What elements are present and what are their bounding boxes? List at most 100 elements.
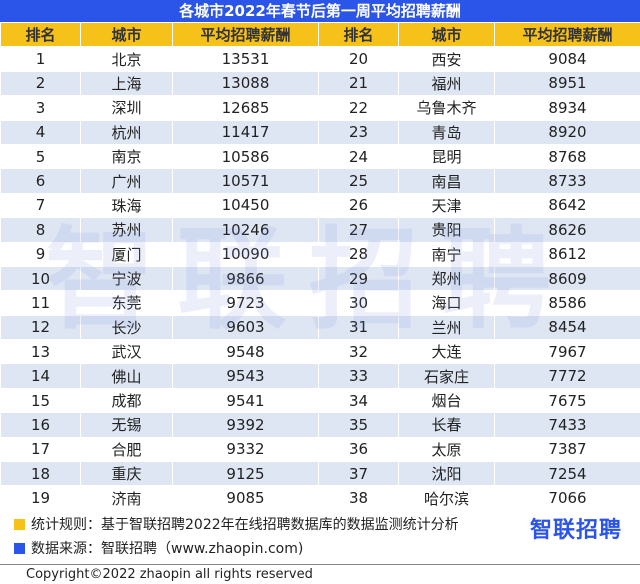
city-cell: 南宁: [399, 242, 495, 266]
rank-cell: 10: [1, 266, 81, 290]
salary-cell: 8642: [495, 193, 640, 217]
source-note: 数据来源：智联招聘（www.zhaopin.com): [14, 538, 303, 558]
header-city-right: 城市: [399, 23, 495, 47]
salary-cell: 9548: [173, 340, 319, 364]
salary-cell: 8920: [495, 120, 640, 144]
city-cell: 合肥: [81, 437, 173, 461]
salary-cell: 9603: [173, 315, 319, 339]
city-cell: 北京: [81, 47, 173, 71]
rank-cell: 32: [319, 340, 399, 364]
rank-cell: 30: [319, 291, 399, 315]
rank-cell: 11: [1, 291, 81, 315]
city-cell: 无锡: [81, 413, 173, 437]
rank-cell: 27: [319, 218, 399, 242]
city-cell: 成都: [81, 388, 173, 412]
header-salary-left: 平均招聘薪酬: [173, 23, 319, 47]
city-cell: 贵阳: [399, 218, 495, 242]
footer: 统计规则：基于智联招聘2022年在线招聘数据库的数据监测统计分析 数据来源：智联…: [0, 492, 640, 583]
rank-cell: 6: [1, 169, 81, 193]
rank-cell: 18: [1, 462, 81, 486]
rank-cell: 17: [1, 437, 81, 461]
salary-cell: 9332: [173, 437, 319, 461]
city-cell: 石家庄: [399, 364, 495, 388]
salary-cell: 9866: [173, 266, 319, 290]
rule-note: 统计规则：基于智联招聘2022年在线招聘数据库的数据监测统计分析: [14, 514, 459, 534]
salary-cell: 9125: [173, 462, 319, 486]
city-cell: 海口: [399, 291, 495, 315]
rank-cell: 26: [319, 193, 399, 217]
city-cell: 乌鲁木齐: [399, 96, 495, 120]
rank-cell: 3: [1, 96, 81, 120]
rank-cell: 5: [1, 144, 81, 168]
salary-cell: 7433: [495, 413, 640, 437]
city-cell: 长春: [399, 413, 495, 437]
city-cell: 烟台: [399, 388, 495, 412]
rank-cell: 35: [319, 413, 399, 437]
city-cell: 西安: [399, 47, 495, 71]
city-cell: 佛山: [81, 364, 173, 388]
city-cell: 杭州: [81, 120, 173, 144]
city-cell: 重庆: [81, 462, 173, 486]
salary-cell: 8454: [495, 315, 640, 339]
city-cell: 南昌: [399, 169, 495, 193]
city-cell: 郑州: [399, 266, 495, 290]
rank-cell: 13: [1, 340, 81, 364]
city-cell: 沈阳: [399, 462, 495, 486]
rank-cell: 24: [319, 144, 399, 168]
salary-cell: 10571: [173, 169, 319, 193]
salary-cell: 7772: [495, 364, 640, 388]
rank-cell: 2: [1, 71, 81, 95]
salary-cell: 7387: [495, 437, 640, 461]
rank-cell: 31: [319, 315, 399, 339]
salary-cell: 8626: [495, 218, 640, 242]
salary-cell: 8768: [495, 144, 640, 168]
city-cell: 兰州: [399, 315, 495, 339]
city-cell: 上海: [81, 71, 173, 95]
city-cell: 太原: [399, 437, 495, 461]
salary-cell: 9723: [173, 291, 319, 315]
salary-cell: 9084: [495, 47, 640, 71]
salary-cell: 9541: [173, 388, 319, 412]
table-title: 各城市2022年春节后第一周平均招聘薪酬: [0, 0, 640, 22]
salary-cell: 10450: [173, 193, 319, 217]
rank-cell: 7: [1, 193, 81, 217]
salary-cell: 9392: [173, 413, 319, 437]
rank-cell: 37: [319, 462, 399, 486]
header-city-left: 城市: [81, 23, 173, 47]
salary-cell: 8609: [495, 266, 640, 290]
city-cell: 东莞: [81, 291, 173, 315]
city-cell: 昆明: [399, 144, 495, 168]
salary-cell: 8586: [495, 291, 640, 315]
rank-cell: 33: [319, 364, 399, 388]
city-cell: 厦门: [81, 242, 173, 266]
salary-cell: 8612: [495, 242, 640, 266]
city-cell: 大连: [399, 340, 495, 364]
rank-cell: 9: [1, 242, 81, 266]
city-cell: 武汉: [81, 340, 173, 364]
rank-cell: 16: [1, 413, 81, 437]
salary-cell: 8951: [495, 71, 640, 95]
rank-cell: 34: [319, 388, 399, 412]
salary-cell: 7254: [495, 462, 640, 486]
city-cell: 福州: [399, 71, 495, 95]
header-rank-left: 排名: [1, 23, 81, 47]
zhaopin-logo: 智联招聘: [530, 512, 622, 544]
salary-cell: 12685: [173, 96, 319, 120]
rule-note-text: 统计规则：基于智联招聘2022年在线招聘数据库的数据监测统计分析: [31, 517, 459, 533]
city-cell: 广州: [81, 169, 173, 193]
rank-cell: 21: [319, 71, 399, 95]
salary-cell: 9543: [173, 364, 319, 388]
salary-cell: 7675: [495, 388, 640, 412]
city-cell: 苏州: [81, 218, 173, 242]
salary-cell: 13088: [173, 71, 319, 95]
